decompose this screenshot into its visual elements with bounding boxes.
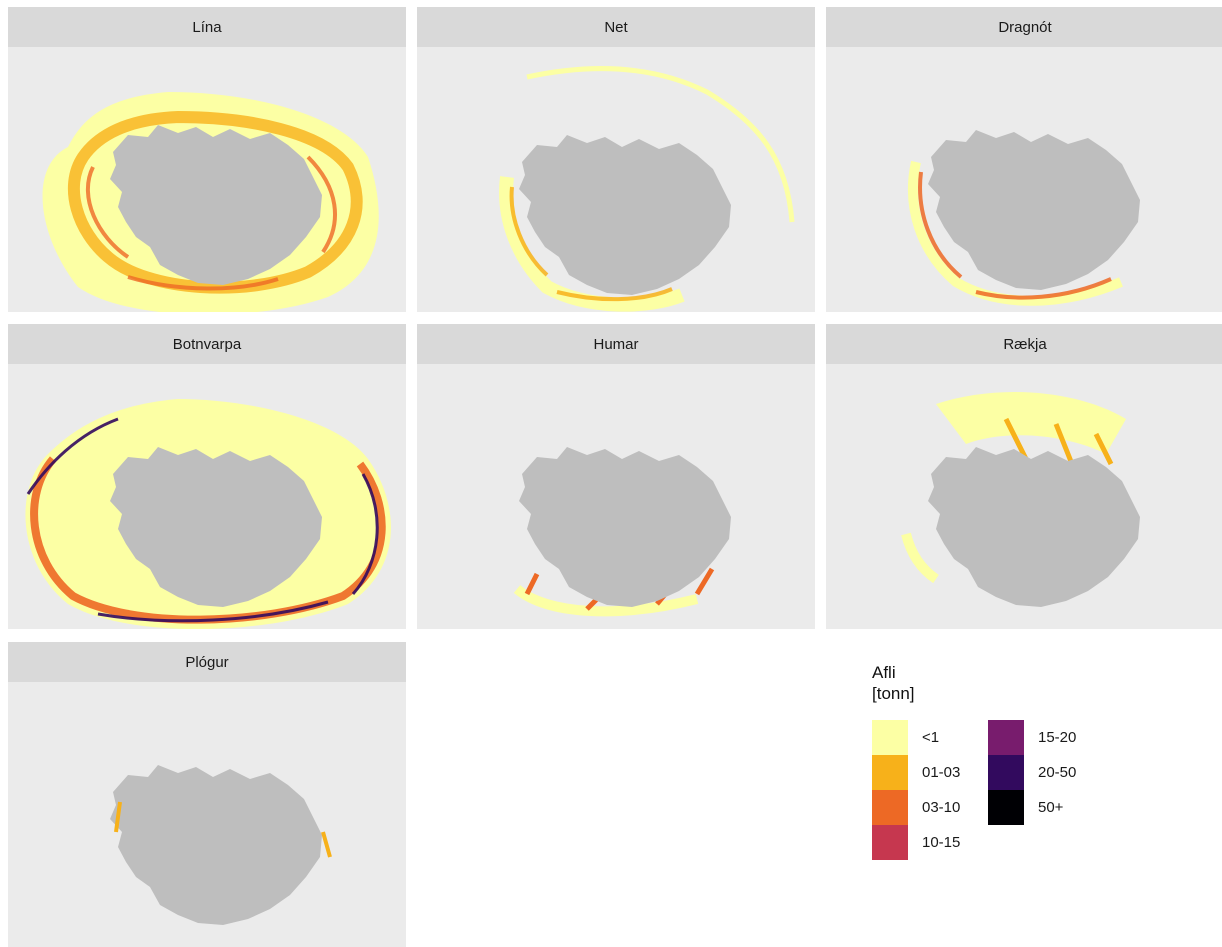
map-dragnot: [908, 130, 1140, 306]
panel-lina: Lína: [8, 7, 406, 312]
legend-label: 15-20: [1038, 729, 1077, 746]
legend-column-2: 15-20 20-50 50+: [988, 720, 1076, 825]
legend-swatch: [988, 720, 1024, 755]
map-lina: [42, 92, 379, 312]
legend-swatch: [872, 790, 908, 825]
map-plot: [417, 364, 815, 629]
legend-item: 20-50: [988, 755, 1076, 790]
legend-label: <1: [922, 729, 940, 746]
legend-label: 01-03: [922, 764, 961, 781]
panel-title: Rækja: [826, 324, 1222, 364]
map-plogur: [110, 765, 332, 925]
legend-label: 20-50: [1038, 764, 1077, 781]
legend-swatch: [872, 825, 908, 860]
legend-item: 15-20: [988, 720, 1076, 755]
panel-title: Humar: [417, 324, 815, 364]
map-plot: [8, 682, 406, 947]
panel-raekja: Rækja: [826, 324, 1222, 629]
legend-item: 50+: [988, 790, 1076, 825]
panel-dragnot: Dragnót: [826, 7, 1222, 312]
legend: Afli [tonn] <1 01-03 03-10 10-15 15-20 2…: [872, 662, 1112, 892]
panel-title: Dragnót: [826, 7, 1222, 47]
legend-item: 01-03: [872, 755, 960, 790]
legend-label: 03-10: [922, 799, 961, 816]
panel-net: Net: [417, 7, 815, 312]
panel-plogur: Plógur: [8, 642, 406, 947]
map-plot: [826, 364, 1222, 629]
panel-botnvarpa: Botnvarpa: [8, 324, 406, 629]
panel-humar: Humar: [417, 324, 815, 629]
legend-swatch: [872, 720, 908, 755]
map-humar: [513, 447, 731, 617]
panel-title: Plógur: [8, 642, 406, 682]
panel-title: Net: [417, 7, 815, 47]
legend-item: 03-10: [872, 790, 960, 825]
map-net: [499, 66, 795, 312]
map-raekja: [901, 392, 1140, 607]
legend-column-1: <1 01-03 03-10 10-15: [872, 720, 960, 860]
legend-swatch: [988, 755, 1024, 790]
legend-label: 10-15: [922, 834, 961, 851]
panel-title: Lína: [8, 7, 406, 47]
map-plot: [8, 47, 406, 312]
map-plot: [826, 47, 1222, 312]
map-plot: [8, 364, 406, 629]
legend-label: 50+: [1038, 799, 1064, 816]
legend-swatch: [988, 790, 1024, 825]
map-plot: [417, 47, 815, 312]
legend-item: 10-15: [872, 825, 960, 860]
panel-title: Botnvarpa: [8, 324, 406, 364]
legend-swatch: [872, 755, 908, 790]
legend-item: <1: [872, 720, 960, 755]
legend-title: Afli [tonn]: [872, 663, 915, 703]
map-botnvarpa: [25, 399, 391, 629]
